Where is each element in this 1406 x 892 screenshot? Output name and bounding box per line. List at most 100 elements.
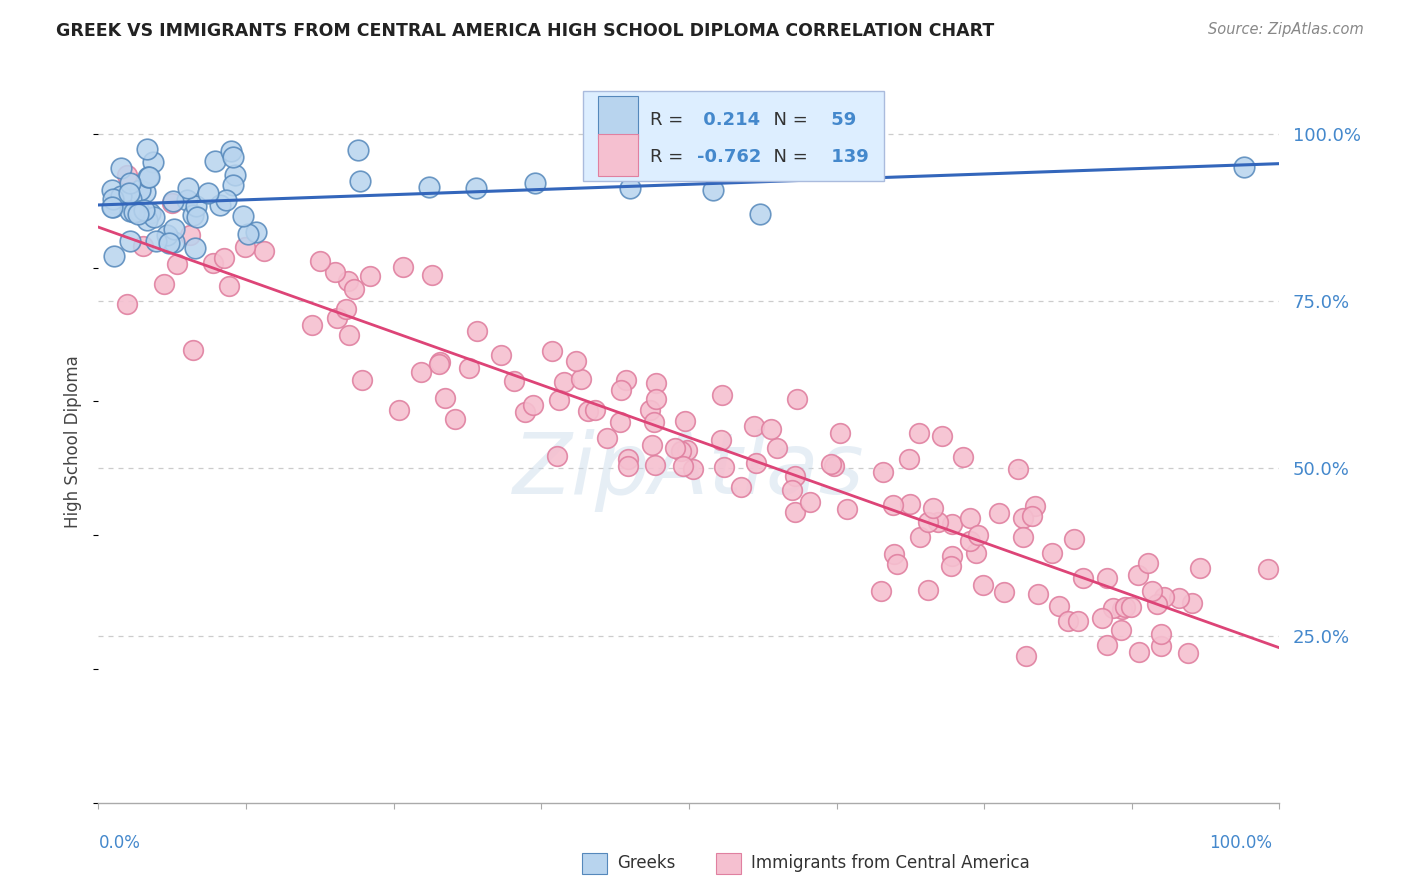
Point (744, 456, 766, 470)
Point (120, 234, 142, 248)
Point (669, 443, 692, 458)
Point (569, 372, 592, 386)
Text: Greeks: Greeks (617, 855, 676, 872)
Point (578, 404, 600, 418)
Point (710, 433, 733, 447)
Point (610, 383, 633, 397)
Text: 139: 139 (825, 148, 869, 166)
Point (418, 179, 440, 194)
FancyBboxPatch shape (598, 134, 638, 177)
Point (1150, 626, 1173, 640)
Point (162, 235, 184, 249)
Point (645, 376, 668, 390)
Point (166, 257, 188, 271)
Point (782, 483, 804, 498)
Point (359, 268, 381, 283)
Point (799, 495, 821, 509)
Point (101, 200, 124, 214)
Point (160, 195, 183, 210)
Point (1126, 567, 1149, 582)
Point (179, 227, 201, 242)
Point (596, 431, 619, 445)
Point (1040, 546, 1063, 560)
Point (882, 498, 904, 512)
Point (742, 418, 765, 433)
Point (675, 443, 697, 458)
Point (120, 176, 142, 190)
Point (807, 160, 830, 174)
Point (1146, 597, 1168, 611)
Text: R =: R = (650, 148, 689, 166)
Point (783, 469, 806, 483)
Point (1063, 533, 1085, 547)
Text: 59: 59 (825, 111, 856, 128)
Point (103, 249, 125, 263)
Point (1091, 610, 1114, 624)
Point (181, 208, 204, 222)
Text: Immigrants from Central America: Immigrants from Central America (751, 855, 1029, 872)
Point (609, 415, 631, 429)
Point (993, 585, 1015, 599)
Point (644, 458, 666, 472)
Point (917, 515, 939, 529)
Point (1140, 583, 1163, 598)
Point (420, 268, 443, 282)
Point (565, 354, 588, 368)
Point (515, 405, 537, 419)
Point (343, 282, 366, 296)
Point (120, 193, 142, 207)
Point (128, 183, 150, 197)
Point (927, 516, 949, 530)
Point (548, 393, 571, 408)
Text: N =: N = (762, 148, 814, 166)
Point (429, 354, 451, 368)
Point (222, 151, 245, 165)
Point (1233, 160, 1256, 174)
Point (219, 145, 242, 159)
Point (1167, 591, 1189, 606)
Point (138, 169, 160, 184)
Text: Source: ZipAtlas.com: Source: ZipAtlas.com (1208, 22, 1364, 37)
Point (1111, 602, 1133, 616)
Point (233, 240, 256, 254)
Point (959, 511, 981, 525)
Point (759, 422, 782, 436)
Point (1007, 461, 1029, 475)
Point (1153, 591, 1175, 605)
Point (208, 198, 231, 212)
Point (1150, 639, 1173, 653)
Point (823, 459, 845, 474)
Point (710, 388, 733, 402)
Point (118, 186, 141, 201)
FancyBboxPatch shape (598, 96, 638, 139)
Point (218, 278, 240, 293)
Point (215, 193, 238, 207)
Point (457, 360, 479, 375)
Point (872, 465, 894, 479)
Text: R =: R = (650, 111, 689, 128)
Point (136, 213, 159, 227)
Point (184, 199, 207, 213)
FancyBboxPatch shape (582, 91, 884, 181)
Point (162, 194, 184, 208)
Point (820, 457, 842, 471)
Point (931, 429, 953, 443)
Point (136, 170, 159, 185)
Point (1056, 614, 1078, 628)
Point (323, 265, 346, 279)
Point (828, 425, 851, 440)
Point (467, 324, 489, 338)
Point (104, 195, 127, 210)
Point (1071, 571, 1094, 585)
Point (748, 207, 770, 221)
Point (163, 222, 186, 236)
Point (110, 189, 132, 203)
Point (540, 343, 562, 358)
Point (221, 178, 243, 192)
Point (224, 168, 246, 182)
Point (157, 236, 180, 251)
Point (785, 505, 807, 519)
Point (553, 376, 575, 390)
Text: 100.0%: 100.0% (1209, 834, 1272, 852)
Text: ZipAtlas: ZipAtlas (513, 429, 865, 512)
